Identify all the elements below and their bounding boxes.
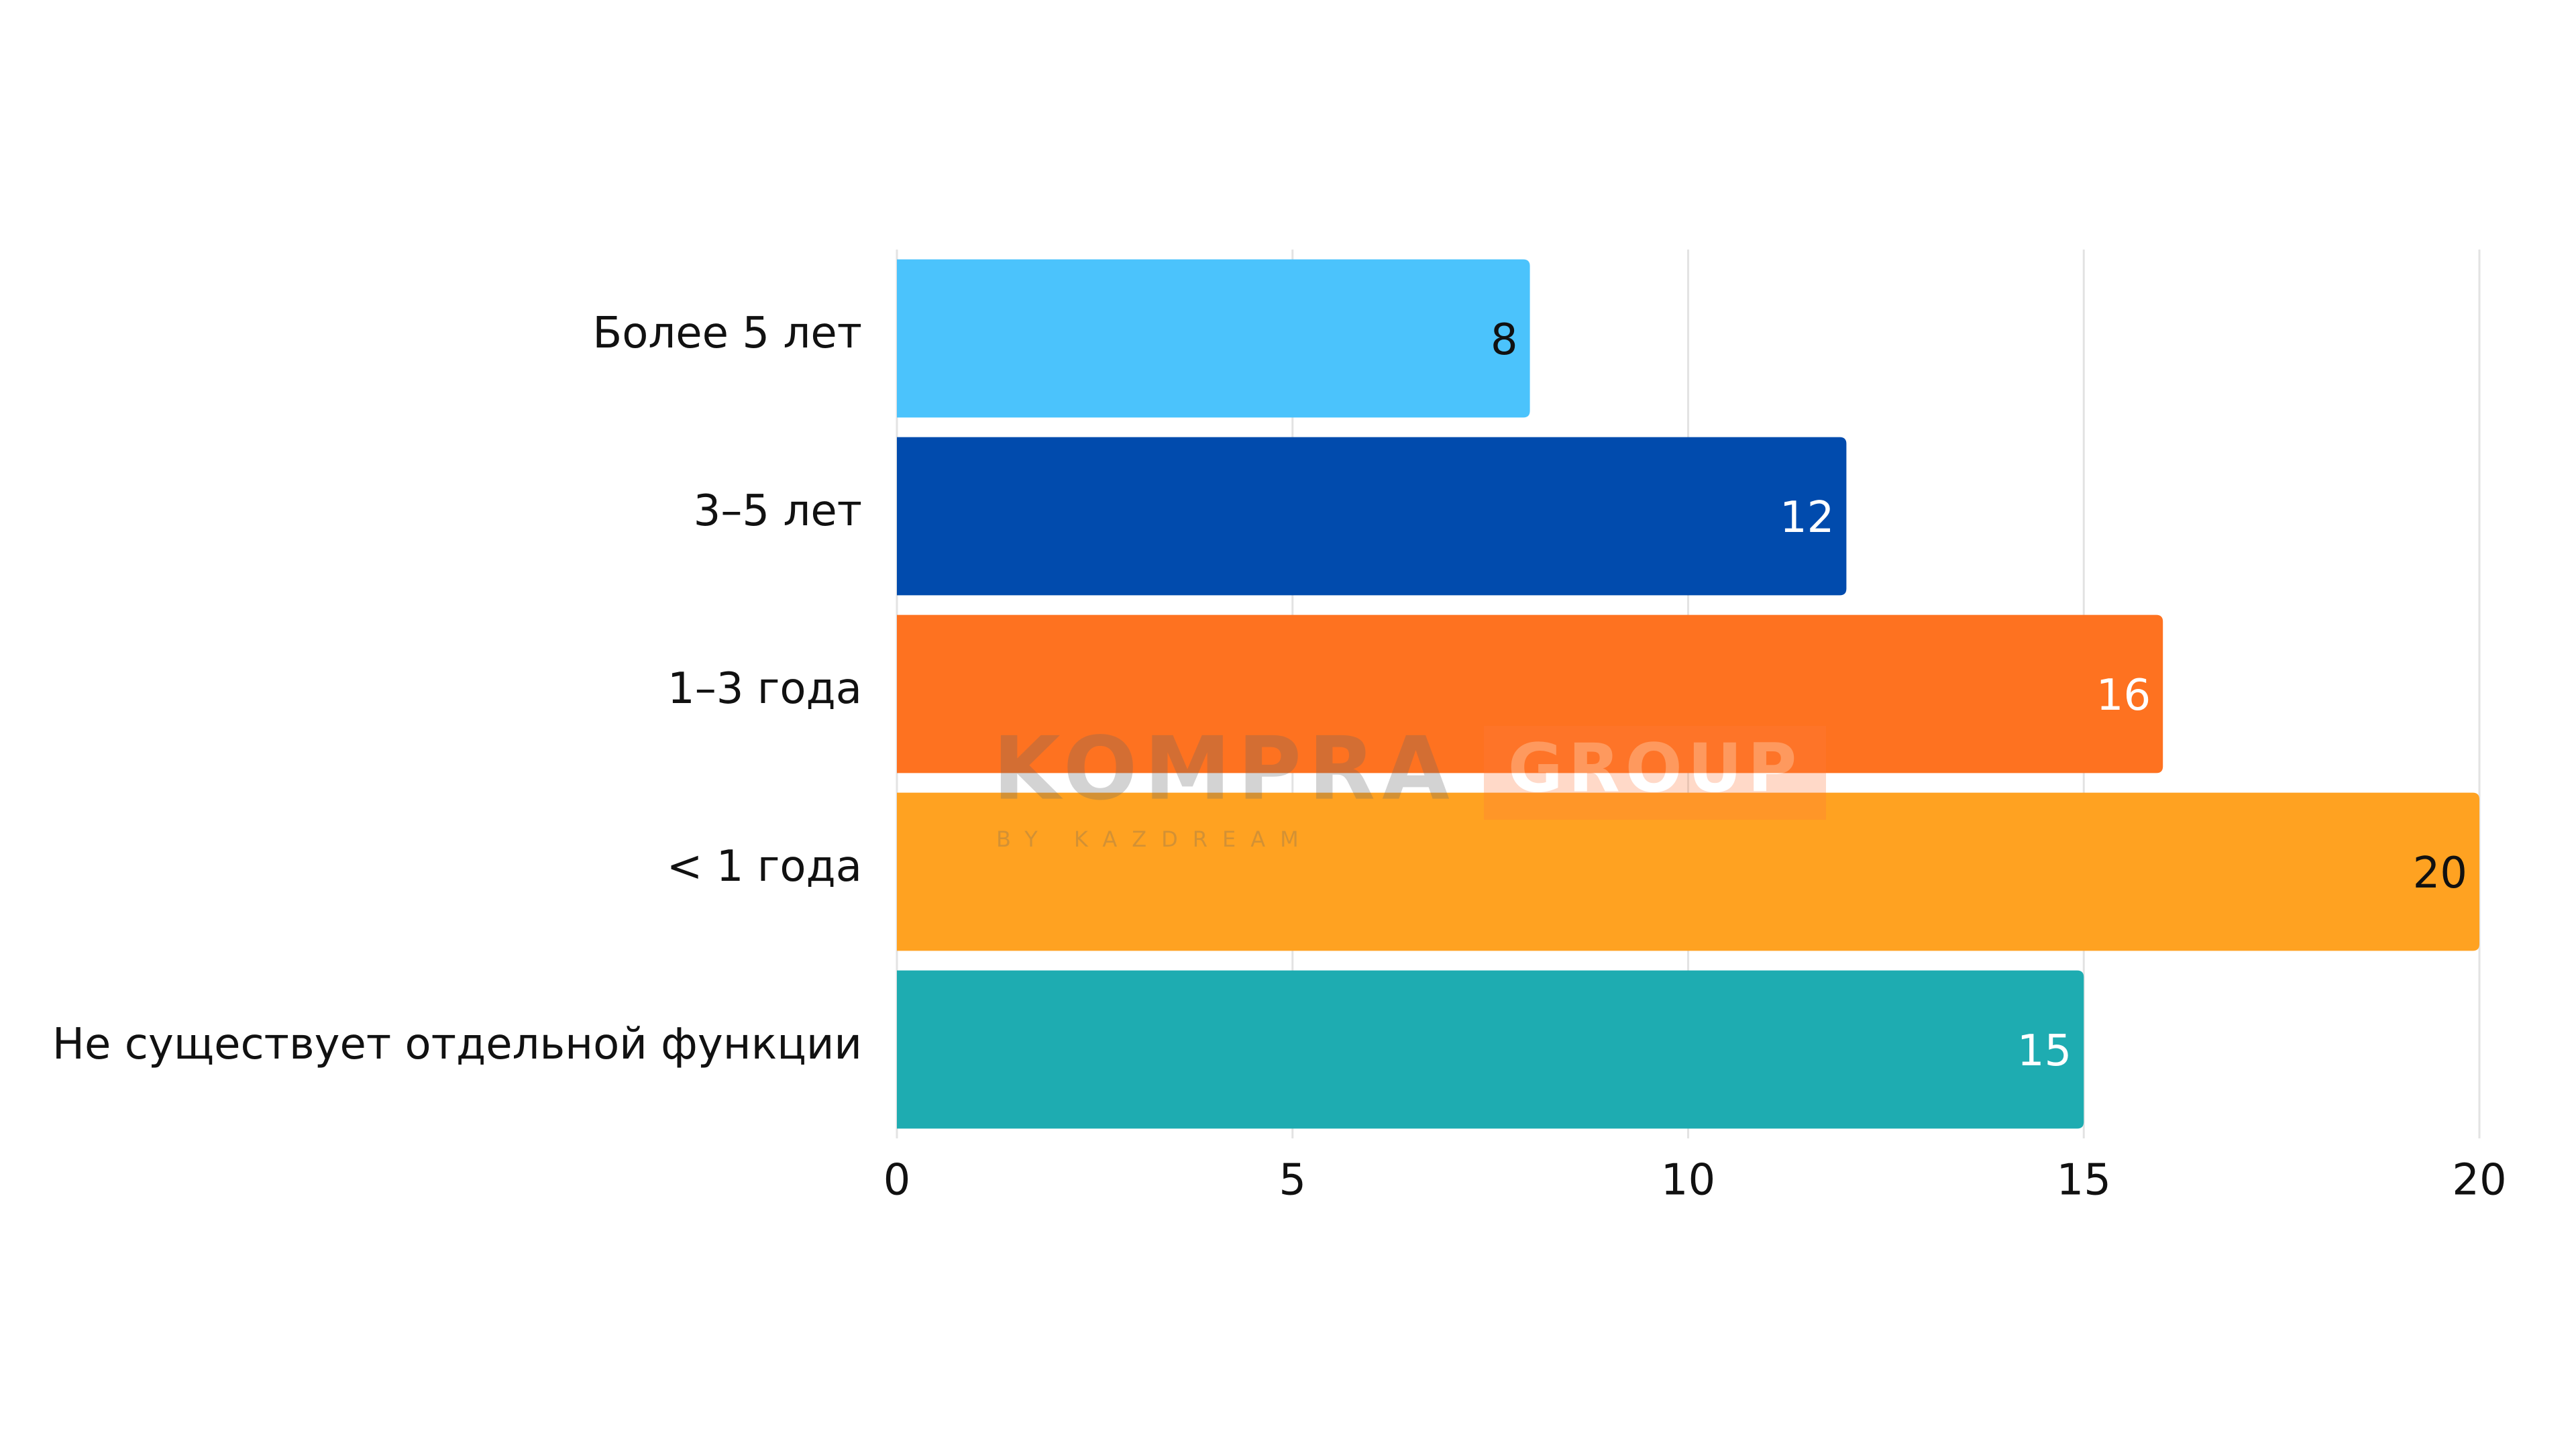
bar [897,792,2479,951]
y-tick-label: Более 5 лет [592,309,862,358]
bar [897,614,2163,773]
watermark-brand: KOMPRA [993,718,1456,820]
x-tick-label: 5 [1279,1156,1306,1205]
y-tick-label: Не существует отдельной функции [52,1020,862,1069]
y-tick-label: < 1 года [667,842,862,892]
value-label: 20 [2413,849,2467,898]
bar [897,259,1530,418]
x-tick-label: 20 [2452,1156,2506,1205]
value-label: 15 [2017,1026,2072,1076]
value-label: 12 [1780,493,1834,543]
bar [897,437,1847,596]
x-tick-label: 10 [1661,1156,1715,1205]
value-label: 8 [1491,315,1518,365]
y-tick-label: 3–5 лет [694,486,862,536]
watermark-tagline: BY KAZDREAM [996,826,1313,852]
bar [897,970,2084,1129]
watermark: KOMPRA GROUP BY KAZDREAM [993,718,1826,852]
value-label: 16 [2096,671,2151,720]
x-tick-label: 15 [2057,1156,2111,1205]
y-tick-label: 1–3 года [667,664,862,714]
x-tick-label: 0 [883,1156,911,1205]
watermark-sub: GROUP [1508,729,1803,807]
watermark-box [1484,726,1826,820]
